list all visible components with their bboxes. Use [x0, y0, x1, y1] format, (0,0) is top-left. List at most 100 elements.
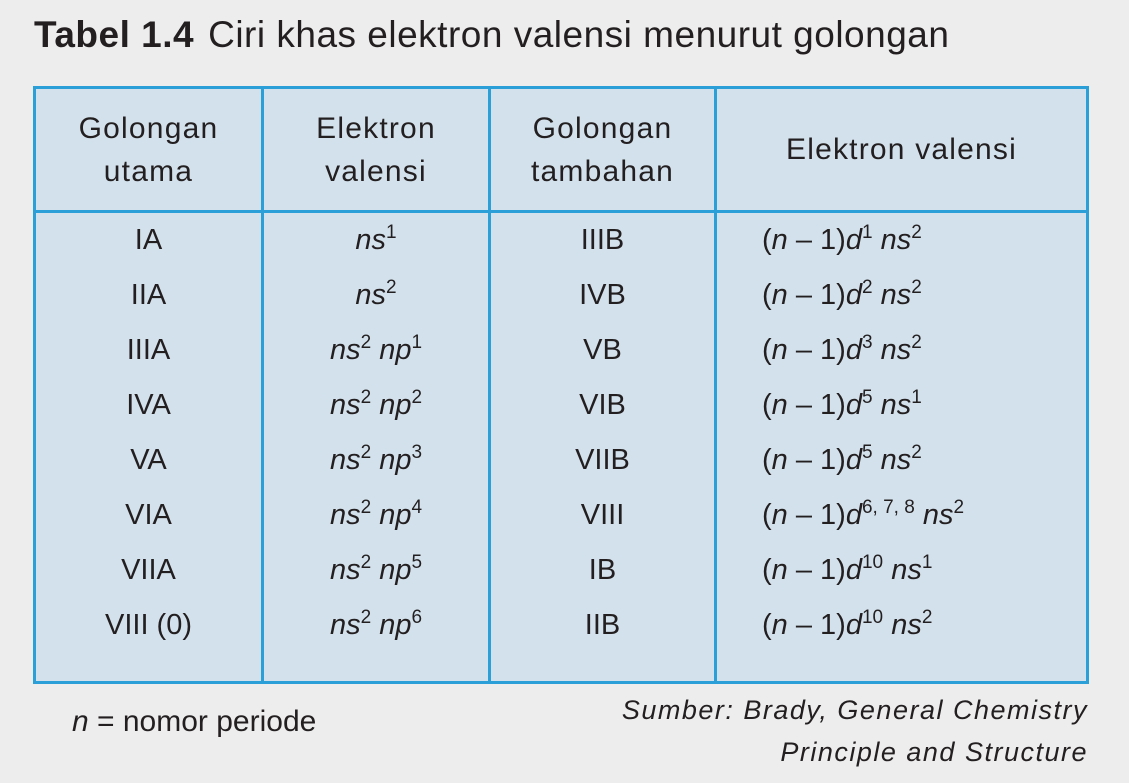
superscript: 1 — [861, 222, 873, 243]
table-row-main-group: IIA — [130, 279, 167, 311]
table-row-main-group: VIA — [125, 499, 172, 531]
table-row-transition-valence: (n – 1)d2 ns2 — [762, 277, 922, 311]
table-row-main-group: IIIA — [126, 334, 171, 366]
superscript: 6 — [411, 607, 423, 628]
table-row-main-group: VIII (0) — [104, 609, 192, 641]
table-row-main-group: IVA — [126, 389, 171, 421]
table-row-transition-group: IIIB — [580, 224, 625, 256]
superscript: 5 — [861, 442, 873, 463]
superscript: 2 — [360, 607, 372, 628]
table-row-transition-group: IIB — [584, 609, 621, 641]
orbital-s: ns — [355, 224, 387, 256]
table-caption: Ciri khas elektron valensi menurut golon… — [208, 14, 950, 55]
variable-n: n — [771, 224, 788, 256]
orbital-p: np — [379, 334, 412, 366]
orbital-d: d — [845, 224, 862, 256]
table-header-row: Golongan utama Elektron valensi Golongan ta… — [36, 89, 1086, 213]
header-main-group: Golongan utama — [78, 111, 219, 188]
variable-n: n — [771, 554, 788, 586]
superscript: 2 — [911, 222, 922, 243]
table-row-main-group: VIIA — [121, 554, 176, 586]
orbital-s: ns — [891, 609, 922, 641]
superscript: 3 — [411, 442, 423, 463]
table-row-main-group: VA — [130, 444, 167, 476]
table-row-main-valence: ns2 — [264, 275, 488, 315]
table-row-transition-group: IVB — [579, 279, 626, 311]
superscript: 2 — [360, 332, 372, 353]
orbital-p: np — [379, 389, 412, 421]
table-row-main-valence: ns2 np1 — [264, 330, 488, 370]
table-number: Tabel 1.4 — [34, 14, 195, 55]
orbital-s: ns — [880, 334, 912, 366]
orbital-s: ns — [329, 334, 361, 366]
header-transition-group: Golongan tambahan — [530, 111, 675, 188]
table-row-transition-valence: (n – 1)d1 ns2 — [762, 222, 922, 256]
column-divider — [261, 89, 264, 681]
table-row-transition-valence: (n – 1)d5 ns1 — [762, 387, 922, 421]
orbital-s: ns — [355, 279, 387, 311]
table-row-main-group: IA — [134, 224, 163, 256]
superscript: 5 — [411, 552, 423, 573]
orbital-d: d — [845, 389, 862, 421]
source-citation: Sumber: Brady, General Chemistry Princip… — [622, 689, 1088, 773]
orbital-s: ns — [891, 554, 922, 586]
table-row-main-valence: ns2 np2 — [264, 385, 488, 425]
superscript: 10 — [861, 552, 884, 573]
superscript: 2 — [911, 277, 922, 298]
variable-n: n — [771, 499, 788, 531]
superscript: 6, 7, 8 — [861, 497, 915, 518]
superscript: 4 — [411, 497, 423, 518]
orbital-s: ns — [329, 554, 361, 586]
superscript: 3 — [861, 332, 873, 353]
superscript: 2 — [921, 607, 933, 628]
table-row-transition-group: VIII — [580, 499, 625, 531]
valence-table: Golongan utama Elektron valensi Golongan ta… — [33, 86, 1089, 684]
table-row-transition-valence: (n – 1)d5 ns2 — [762, 442, 922, 476]
superscript: 10 — [861, 607, 884, 628]
variable-n: n — [771, 334, 788, 366]
table-row-main-valence: ns1 — [264, 220, 488, 260]
variable-n: n — [771, 444, 788, 476]
table-row-main-valence: ns2 np5 — [264, 550, 488, 590]
orbital-d: d — [845, 334, 862, 366]
superscript: 1 — [411, 332, 423, 353]
orbital-s: ns — [880, 389, 912, 421]
orbital-d: d — [845, 444, 862, 476]
superscript: 1 — [921, 552, 933, 573]
orbital-s: ns — [329, 609, 361, 641]
header-main-valence: Elektron valensi — [316, 111, 436, 188]
superscript: 2 — [360, 497, 372, 518]
superscript: 2 — [360, 552, 372, 573]
superscript: 2 — [360, 387, 372, 408]
column-divider — [714, 89, 717, 681]
superscript: 2 — [911, 332, 922, 353]
orbital-p: np — [379, 499, 412, 531]
source-line: Sumber: Brady, General Chemistry — [621, 695, 1088, 725]
superscript: 1 — [386, 222, 397, 243]
column-divider — [488, 89, 491, 681]
orbital-p: np — [379, 609, 412, 641]
orbital-d: d — [845, 609, 862, 641]
table-row-main-valence: ns2 np6 — [264, 605, 488, 645]
orbital-p: np — [379, 444, 412, 476]
orbital-s: ns — [329, 499, 361, 531]
orbital-s: ns — [329, 389, 361, 421]
orbital-d: d — [845, 279, 862, 311]
superscript: 2 — [411, 387, 423, 408]
orbital-s: ns — [880, 279, 912, 311]
superscript: 2 — [360, 442, 372, 463]
superscript: 2 — [953, 497, 965, 518]
table-row-transition-group: IB — [588, 554, 617, 586]
table-title: Tabel 1.4 Ciri khas elektron valensi menu… — [34, 14, 949, 56]
orbital-d: d — [845, 499, 862, 531]
superscript: 1 — [911, 387, 922, 408]
header-transition-valence: Elektron valensi — [786, 133, 1017, 166]
variable-n: n — [771, 279, 788, 311]
orbital-s: ns — [329, 444, 361, 476]
footnote-variable: n — [72, 705, 89, 738]
variable-n: n — [771, 389, 788, 421]
orbital-d: d — [845, 554, 862, 586]
footnote-text: = nomor periode — [88, 705, 317, 738]
superscript: 2 — [911, 442, 922, 463]
orbital-s: ns — [922, 499, 954, 531]
